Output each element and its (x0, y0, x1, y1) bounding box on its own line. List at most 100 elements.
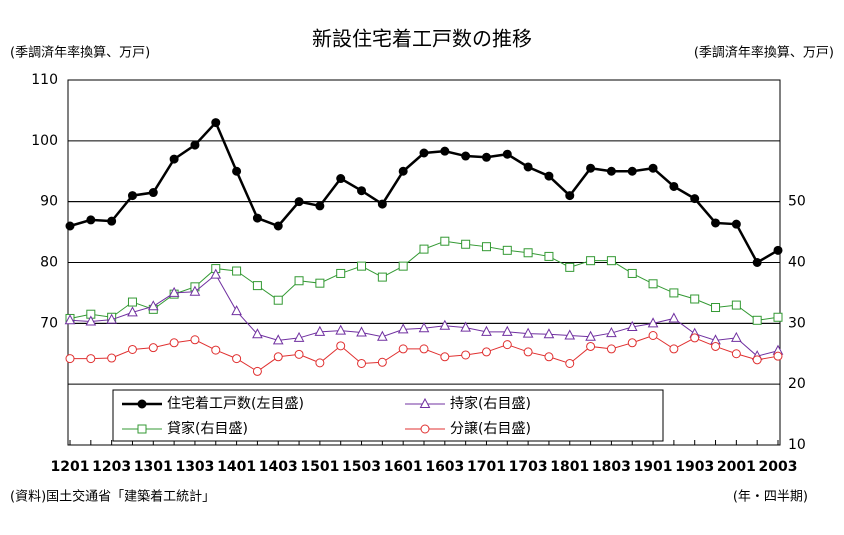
x-tick-label: 1201 (51, 459, 90, 475)
marker (315, 278, 325, 288)
x-tick-label: 2003 (759, 459, 798, 475)
y-tick-label: 70 (40, 315, 58, 331)
marker (731, 331, 742, 342)
marker (127, 191, 137, 201)
marker (440, 352, 450, 362)
legend-box (112, 389, 664, 442)
marker (85, 315, 97, 326)
marker (565, 191, 575, 201)
marker (544, 352, 554, 362)
marker (690, 333, 700, 343)
x-axis-label: (年・四半期) (733, 490, 808, 505)
x-tick-label: 1701 (467, 459, 506, 475)
marker (669, 181, 679, 191)
marker (398, 166, 408, 176)
marker (137, 399, 147, 409)
marker (648, 279, 658, 289)
marker (107, 216, 117, 226)
marker (398, 344, 408, 354)
marker (65, 221, 75, 231)
marker (752, 258, 762, 267)
marker (107, 353, 117, 363)
marker (419, 397, 431, 408)
x-tick-label: 1903 (675, 459, 714, 475)
marker (731, 300, 741, 310)
marker (565, 262, 575, 272)
marker (668, 312, 680, 323)
marker (690, 194, 700, 204)
x-tick-label: 1203 (92, 459, 131, 475)
marker (148, 343, 158, 353)
marker (211, 118, 221, 128)
marker (481, 325, 492, 336)
marker (252, 328, 263, 339)
source: (資料)国土交通省「建築着工統計」 (10, 489, 215, 505)
marker (231, 305, 242, 316)
marker (86, 215, 96, 225)
marker (315, 358, 325, 368)
marker (523, 162, 533, 172)
marker (461, 239, 471, 249)
chart-title: 新設住宅着工戸数の推移 (312, 27, 532, 51)
marker (544, 171, 554, 181)
legend-label: 分譲(右目盛) (450, 421, 531, 437)
marker (523, 347, 533, 357)
series-line (69, 120, 779, 265)
y-axis-label: (季調済年率換算、万戸) (10, 45, 150, 61)
marker (711, 218, 721, 228)
marker (106, 313, 117, 324)
x-tick-label: 1703 (509, 459, 548, 475)
marker (294, 197, 304, 207)
marker (648, 331, 658, 340)
marker (252, 366, 262, 376)
marker (86, 354, 96, 364)
marker (189, 285, 201, 296)
marker (419, 244, 429, 254)
marker (669, 344, 679, 354)
marker (210, 268, 222, 279)
marker (773, 351, 783, 361)
marker (357, 358, 367, 368)
marker (773, 245, 783, 255)
marker (564, 329, 576, 340)
marker (627, 268, 637, 278)
marker (148, 188, 158, 198)
marker (65, 354, 75, 364)
marker (127, 306, 138, 317)
marker (752, 315, 762, 325)
marker (377, 357, 387, 367)
x-tick-label: 1901 (634, 459, 673, 475)
y2-tick-label: 30 (788, 315, 806, 331)
legend-label: 持家(右目盛) (450, 395, 531, 412)
y2-tick-label: 10 (788, 437, 806, 453)
marker (418, 322, 430, 333)
legend-label: 貸家(右目盛) (167, 420, 248, 437)
marker (377, 199, 387, 209)
marker (419, 344, 429, 354)
marker (690, 294, 700, 304)
marker (336, 174, 346, 184)
marker (64, 314, 76, 325)
marker (272, 334, 284, 345)
marker (252, 281, 262, 291)
marker (294, 349, 304, 359)
marker (586, 163, 596, 173)
x-tick-label: 1803 (592, 459, 631, 475)
marker (648, 163, 658, 173)
marker (137, 424, 147, 434)
marker (252, 213, 262, 223)
marker (232, 166, 242, 176)
marker (190, 335, 200, 345)
marker (522, 327, 534, 338)
marker (627, 166, 637, 176)
marker (377, 330, 388, 341)
marker (606, 344, 616, 354)
x-tick-label: 2001 (717, 459, 756, 475)
marker (397, 323, 409, 334)
marker (773, 312, 783, 322)
marker (544, 251, 554, 261)
marker (273, 295, 283, 305)
y-tick-label: 90 (40, 194, 58, 210)
x-tick-label: 1503 (342, 459, 381, 475)
